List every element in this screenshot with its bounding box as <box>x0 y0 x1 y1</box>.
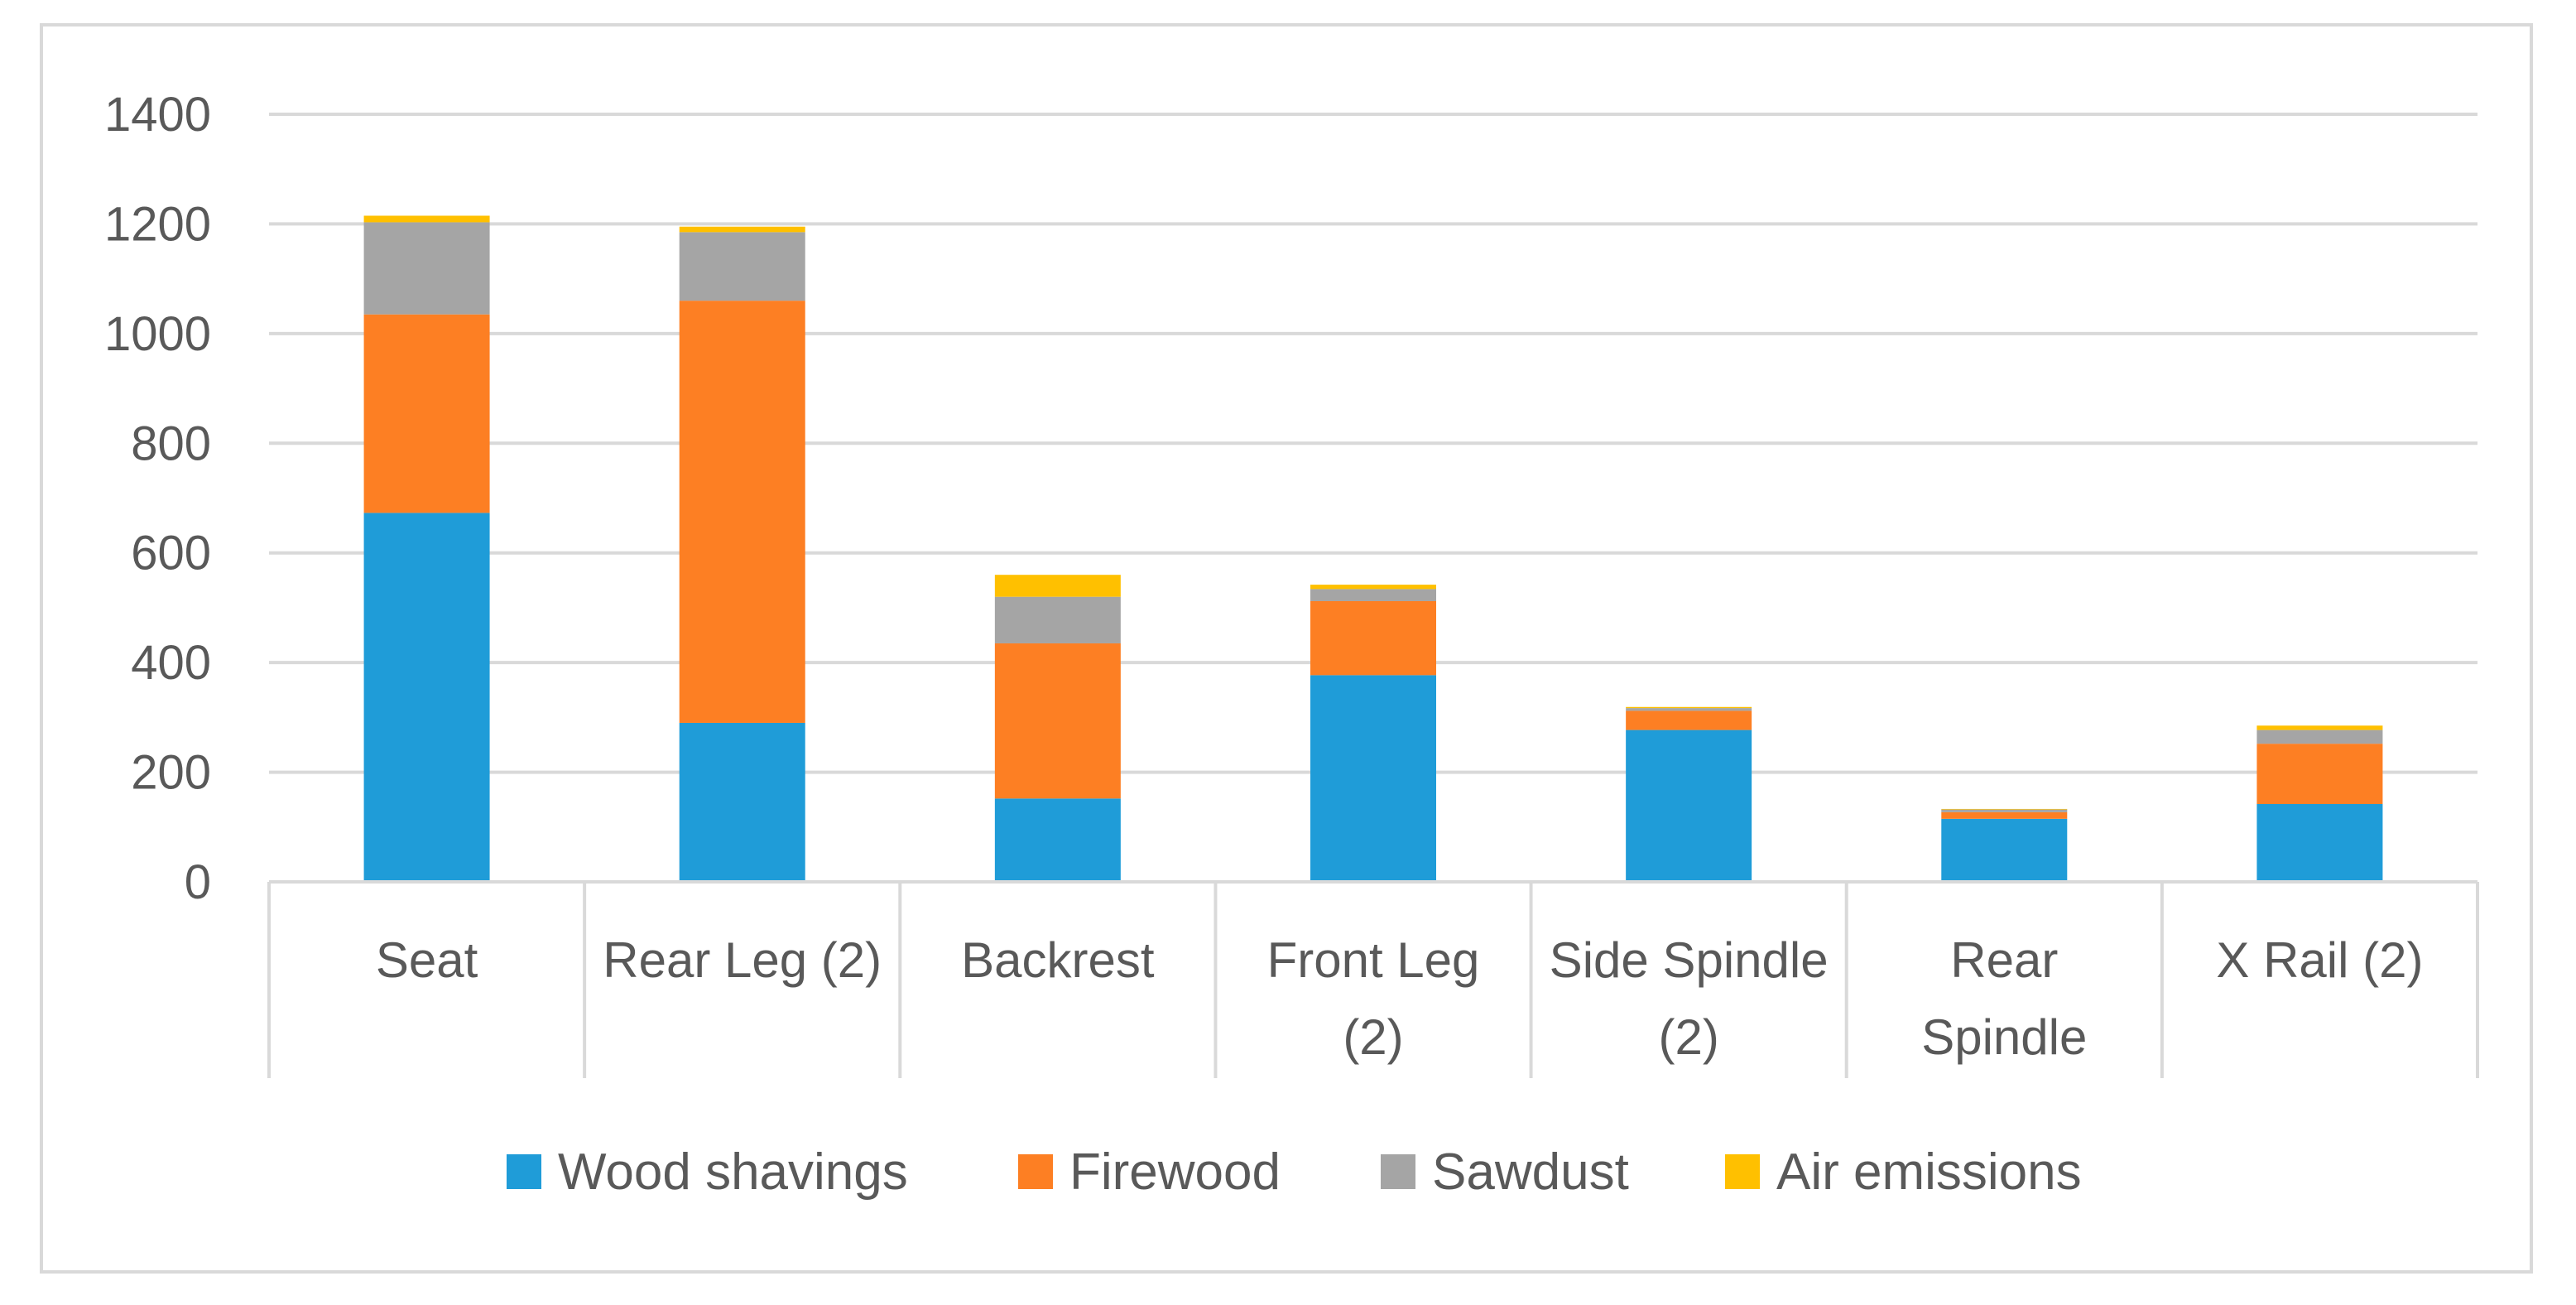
legend-label: Firewood <box>1069 1144 1281 1201</box>
y-tick-label: 1200 <box>104 197 211 251</box>
bar-segment <box>679 301 805 723</box>
y-tick-label: 1400 <box>104 88 211 142</box>
y-tick-label: 200 <box>131 746 211 800</box>
bar-segment <box>1626 710 1752 730</box>
bar-segment <box>994 643 1121 799</box>
bar-segment <box>994 596 1121 643</box>
category-labels: Seat Rear Leg (2) Backrest Front Leg (2) Side… <box>376 932 2424 1065</box>
bar-segment <box>1310 600 1436 676</box>
legend-swatch <box>1018 1154 1053 1189</box>
bars <box>363 215 2383 882</box>
bar-segment <box>1626 706 1752 709</box>
legend-label: Sawdust <box>1432 1144 1629 1201</box>
bar-segment <box>679 226 805 233</box>
y-tick-label: 0 <box>185 855 211 909</box>
bar-segment <box>2256 803 2383 882</box>
category-label: Spindle <box>1921 1009 2087 1065</box>
category-label: (2) <box>1658 1009 1718 1065</box>
y-tick-label: 400 <box>131 636 211 690</box>
category-label: Rear <box>1950 932 2058 988</box>
x-axis <box>267 880 2479 1078</box>
bar-segment <box>1626 730 1752 882</box>
bar-segment <box>1941 809 2068 812</box>
legend-swatch <box>1725 1154 1760 1189</box>
gridlines <box>269 113 2477 774</box>
bar-segment <box>1941 808 2068 810</box>
legend-label: Air emissions <box>1776 1144 2082 1201</box>
bar-segment <box>679 722 805 882</box>
y-tick-label: 1000 <box>104 307 211 361</box>
legend-swatch <box>1381 1154 1415 1189</box>
legend: Wood shavings Firewood Sawdust Air emission… <box>507 1144 2082 1201</box>
bar-segment <box>2256 730 2383 744</box>
bar-segment <box>2256 744 2383 804</box>
y-tick-label: 800 <box>131 417 211 470</box>
category-label: Rear Leg (2) <box>603 932 882 988</box>
legend-swatch <box>507 1154 541 1189</box>
bar-segment <box>1310 675 1436 882</box>
bar-segment <box>363 314 490 513</box>
category-label: (2) <box>1343 1009 1403 1065</box>
bar-segment <box>363 222 490 315</box>
category-label: X Rail (2) <box>2216 932 2423 988</box>
bar-segment <box>1310 585 1436 590</box>
legend-label: Wood shavings <box>558 1144 908 1201</box>
bar-segment <box>1941 818 2068 882</box>
y-tick-label: 600 <box>131 527 211 580</box>
bar-segment <box>1941 811 2068 819</box>
category-label: Side Spindle <box>1550 932 1829 988</box>
category-label: Seat <box>376 932 478 988</box>
bar-segment <box>994 575 1121 597</box>
bar-segment <box>363 513 490 882</box>
bar-segment <box>363 215 490 223</box>
y-axis-ticks: 0 200 400 600 800 1000 1200 1400 <box>104 88 211 909</box>
bar-segment <box>679 232 805 301</box>
bar-segment <box>994 798 1121 882</box>
category-label: Front Leg <box>1267 932 1480 988</box>
bar-segment <box>1310 589 1436 601</box>
bar-segment <box>2256 725 2383 730</box>
bar-segment <box>1626 708 1752 711</box>
category-label: Backrest <box>961 932 1155 988</box>
